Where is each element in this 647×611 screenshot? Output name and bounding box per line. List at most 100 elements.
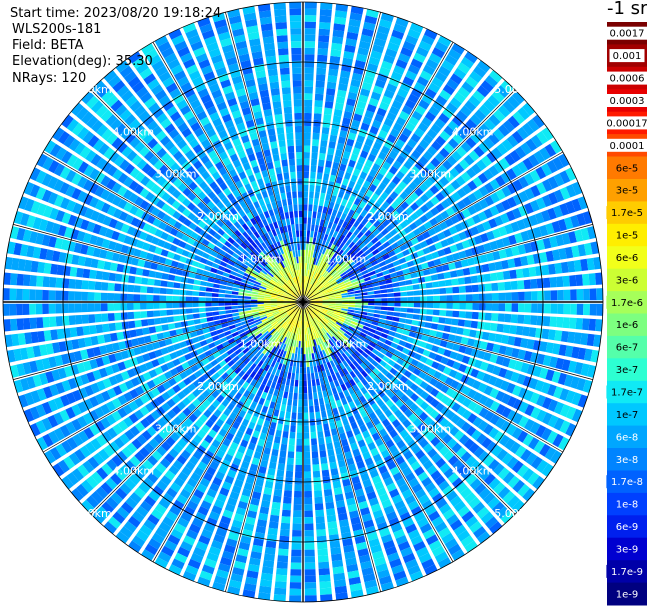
range-gate-cell (313, 325, 318, 332)
range-gate-cell (257, 438, 265, 447)
range-gate-cell (127, 76, 141, 89)
range-gate-cell (522, 375, 532, 388)
range-gate-cell (256, 276, 264, 281)
range-gate-cell (405, 472, 416, 483)
range-gate-cell (528, 437, 540, 450)
range-gate-cell (321, 306, 329, 309)
range-gate-cell (10, 318, 18, 331)
range-gate-cell (288, 279, 294, 286)
range-gate-cell (276, 568, 288, 576)
range-gate-cell (244, 296, 252, 299)
range-gate-cell (339, 226, 345, 234)
range-gate-cell (181, 347, 190, 355)
range-gate-cell (192, 240, 201, 249)
range-gate-cell (182, 187, 192, 197)
range-gate-cell (329, 134, 338, 143)
range-gate-cell (406, 308, 414, 313)
range-gate-cell (251, 491, 262, 500)
range-gate-cell (454, 430, 465, 441)
range-gate-cell (286, 281, 292, 287)
range-gate-cell (102, 323, 110, 333)
range-gate-cell (42, 303, 49, 315)
range-gate-cell (284, 385, 290, 393)
range-gate-cell (316, 300, 323, 302)
range-gate-cell (456, 200, 467, 210)
range-gate-cell (558, 153, 570, 168)
range-gate-cell (267, 468, 276, 476)
range-gate-cell (161, 273, 169, 280)
range-gate-cell (470, 226, 480, 236)
range-gate-cell (192, 302, 199, 308)
range-gate-cell (225, 178, 234, 187)
range-gate-cell (322, 280, 329, 286)
range-gate-cell (22, 289, 30, 301)
range-gate-cell (207, 255, 216, 262)
range-gate-cell (569, 317, 577, 329)
range-gate-cell (322, 390, 328, 398)
range-gate-cell (437, 324, 445, 331)
range-gate-cell (488, 332, 497, 342)
range-gate-cell (166, 345, 175, 353)
range-gate-cell (254, 239, 261, 246)
range-gate-cell (192, 296, 199, 302)
range-gate-cell (381, 298, 388, 302)
range-gate-cell (395, 477, 407, 488)
range-gate-cell (278, 291, 286, 295)
range-gate-cell (419, 139, 430, 150)
range-gate-cell (234, 367, 242, 375)
range-gate-cell (321, 384, 327, 392)
range-gate-cell (316, 178, 322, 186)
range-gate-cell (390, 376, 399, 385)
range-gate-cell (262, 267, 269, 274)
range-gate-cell (77, 415, 88, 428)
range-gate-cell (329, 540, 341, 549)
range-gate-cell (163, 169, 174, 179)
range-gate-cell (493, 431, 505, 443)
range-gate-cell (550, 303, 558, 314)
range-gate-cell (355, 206, 363, 215)
range-gate-cell (231, 305, 239, 310)
range-gate-cell (507, 182, 518, 195)
range-gate-cell (229, 183, 238, 193)
range-gate-cell (308, 313, 312, 320)
range-gate-cell (333, 254, 340, 262)
range-gate-cell (116, 506, 130, 519)
range-gate-cell (338, 318, 345, 323)
range-gate-cell (124, 429, 135, 441)
range-gate-cell (313, 272, 318, 279)
range-gate-cell (96, 213, 106, 224)
range-gate-cell (169, 351, 178, 360)
range-gate-cell (467, 388, 477, 399)
range-gate-cell (481, 155, 493, 167)
range-gate-cell (388, 250, 396, 258)
range-gate-cell (512, 111, 525, 125)
range-gate-cell (515, 146, 527, 159)
range-gate-cell (348, 304, 356, 308)
range-gate-cell (404, 99, 416, 110)
range-gate-cell (16, 363, 26, 377)
range-gate-cell (234, 229, 242, 237)
range-gate-cell (57, 131, 70, 145)
range-gate-cell (350, 442, 359, 451)
range-gate-cell (433, 295, 440, 302)
range-gate-cell (394, 409, 403, 418)
range-gate-cell (271, 277, 278, 283)
range-gate-cell (526, 228, 536, 240)
range-gate-cell (349, 85, 360, 94)
range-gate-cell (314, 281, 320, 287)
range-gate-cell (306, 366, 311, 374)
range-gate-cell (438, 280, 446, 287)
range-gate-cell (356, 100, 367, 110)
range-gate-cell (348, 355, 355, 363)
range-gate-cell (271, 251, 277, 259)
range-gate-cell (185, 308, 193, 314)
range-gate-cell (419, 240, 428, 249)
range-gate-cell (277, 326, 283, 333)
range-gate-cell (511, 499, 525, 513)
range-gate-cell (368, 233, 376, 241)
range-gate-cell (528, 214, 539, 226)
range-gate-cell (160, 441, 172, 452)
range-gate-cell (235, 507, 246, 516)
range-gate-cell (443, 349, 452, 358)
range-gate-cell (273, 287, 280, 292)
